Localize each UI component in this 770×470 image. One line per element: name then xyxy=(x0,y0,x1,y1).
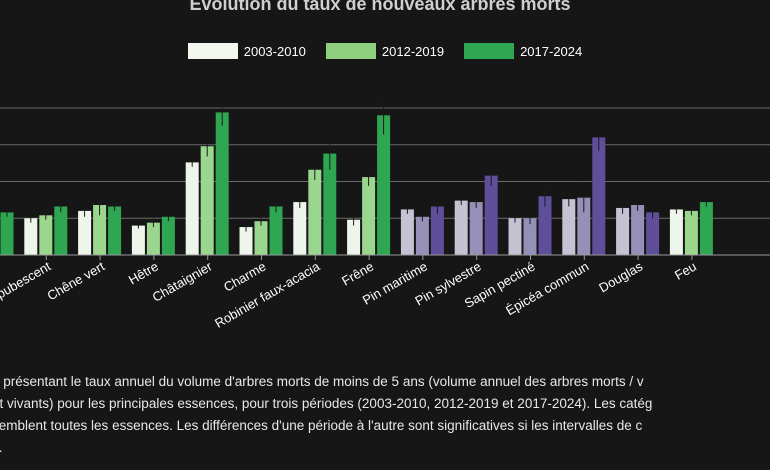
legend-swatch-2017-2024 xyxy=(464,43,515,59)
caption-line: semblent toutes les essences. Les différ… xyxy=(0,418,643,433)
x-tick-label: Feu xyxy=(672,259,699,283)
bar xyxy=(308,169,322,255)
legend-item-2012-2019[interactable]: 2012-2019 xyxy=(325,43,445,59)
bar xyxy=(577,197,591,255)
bar xyxy=(131,225,145,255)
caption-line: e présentant le taux annuel du volume d'… xyxy=(0,374,644,389)
bar xyxy=(93,205,107,255)
legend-item-2017-2024[interactable]: 2017-2024 xyxy=(464,43,582,59)
bar xyxy=(108,206,122,255)
bar xyxy=(161,216,175,255)
legend-label-2017-2024: 2017-2024 xyxy=(520,43,583,59)
bar xyxy=(323,153,337,255)
bar xyxy=(469,202,483,255)
chart-legend: 2003-2010 2012-2019 2017-2024 xyxy=(0,43,770,59)
legend-swatch-2012-2019 xyxy=(325,43,376,59)
legend-swatch-2003-2010 xyxy=(187,43,238,59)
x-tick-label: Hêtre xyxy=(126,259,161,288)
bar xyxy=(562,199,576,255)
x-tick-label: Robinier faux-acacia xyxy=(212,258,323,331)
bar xyxy=(415,216,429,255)
caption-line: s. xyxy=(0,437,770,459)
bar xyxy=(0,212,14,255)
bar xyxy=(146,222,160,255)
caption-line: et vivants) pour les principales essence… xyxy=(0,396,653,411)
bar xyxy=(215,112,229,255)
bar xyxy=(347,219,361,255)
bar xyxy=(669,209,683,255)
x-tick-label: Douglas xyxy=(596,258,645,295)
bar xyxy=(508,218,522,255)
x-tick-label: Chêne vert xyxy=(45,258,108,303)
bar xyxy=(362,177,376,255)
bar xyxy=(631,205,645,255)
bars xyxy=(0,96,713,255)
legend-label-2003-2010: 2003-2010 xyxy=(243,43,306,59)
bar xyxy=(54,206,68,255)
bar xyxy=(400,209,414,255)
x-tick-label: Frêne xyxy=(339,259,376,289)
bar xyxy=(454,200,468,255)
bar xyxy=(616,207,630,255)
x-tick-label: Châtaignier xyxy=(150,258,216,305)
bar xyxy=(254,221,268,255)
bar xyxy=(39,215,53,255)
legend-item-2003-2010[interactable]: 2003-2010 xyxy=(187,43,306,59)
bar xyxy=(684,210,698,255)
bar xyxy=(269,206,283,255)
bar xyxy=(78,210,92,255)
bar xyxy=(430,206,444,255)
bar xyxy=(293,202,307,255)
bar xyxy=(523,218,537,255)
bar xyxy=(24,218,38,255)
bar xyxy=(185,162,199,255)
legend-label-2012-2019: 2012-2019 xyxy=(381,43,445,59)
figure-caption: e présentant le taux annuel du volume d'… xyxy=(0,371,770,459)
bar xyxy=(538,196,552,255)
chart-title: Evolution du taux de nouveaux arbres mor… xyxy=(189,0,571,14)
bar xyxy=(200,146,214,255)
bar xyxy=(646,212,660,255)
bar xyxy=(484,175,498,255)
bar xyxy=(377,115,391,255)
bar xyxy=(239,227,253,255)
bar xyxy=(592,137,606,255)
bar xyxy=(699,202,713,255)
